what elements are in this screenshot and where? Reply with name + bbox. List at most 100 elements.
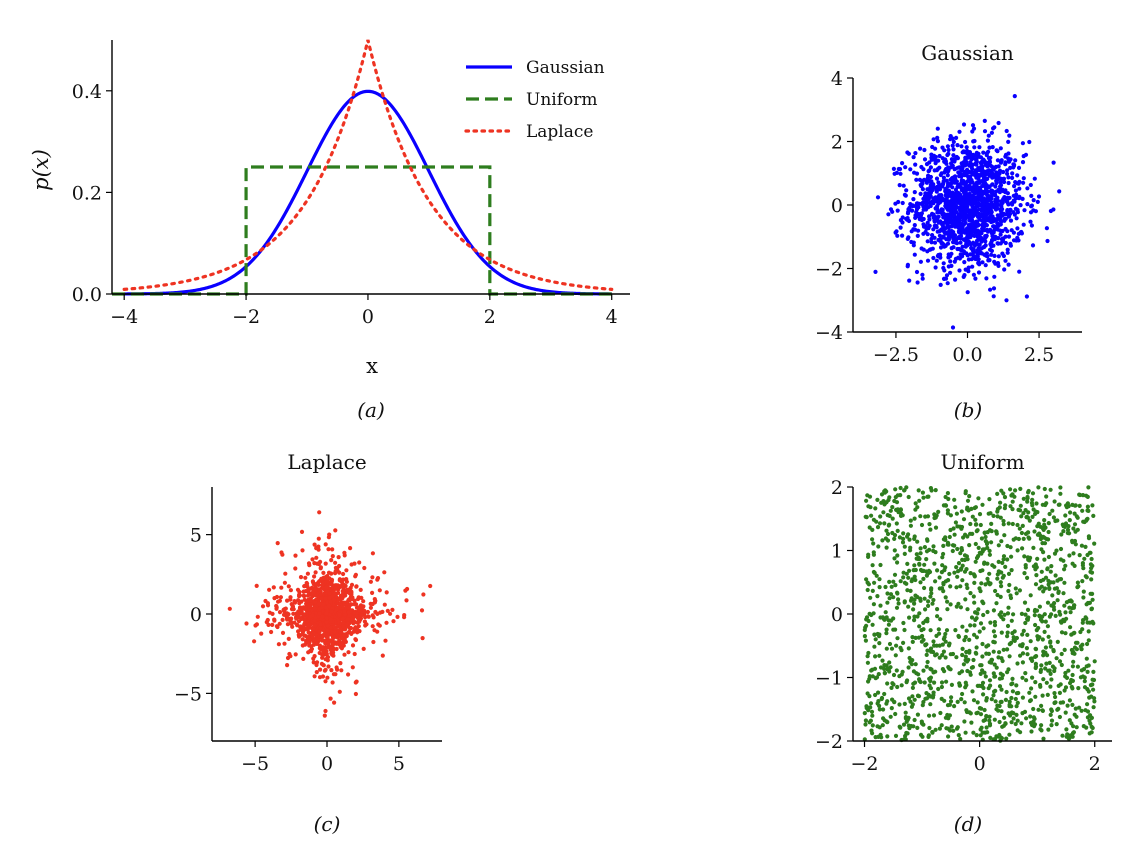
scatter-point [892, 536, 897, 542]
scatter-point [318, 589, 323, 594]
scatter-point [1085, 494, 1090, 499]
scatter-point [1029, 729, 1034, 734]
scatter-point [956, 255, 961, 260]
scatter-point [954, 604, 959, 609]
scatter-point [1083, 615, 1088, 620]
scatter-point [1021, 496, 1026, 501]
scatter-point [271, 585, 276, 590]
scatter-point [1034, 654, 1039, 659]
scatter-point [987, 548, 992, 554]
scatter-point [977, 586, 982, 591]
scatter-point [870, 588, 875, 594]
scatter-point [961, 517, 967, 522]
scatter-point [1012, 638, 1017, 644]
scatter-point [980, 654, 985, 659]
scatter-point [918, 146, 923, 151]
scatter-point [1079, 708, 1084, 713]
scatter-point [987, 552, 993, 557]
scatter-point [1018, 486, 1023, 491]
scatter-point [332, 592, 337, 597]
scatter-point [945, 491, 951, 496]
scatter-point [1059, 630, 1065, 635]
scatter-point [947, 702, 953, 707]
scatter-point [1000, 560, 1005, 566]
scatter-point [888, 207, 894, 212]
scatter-point [980, 641, 985, 647]
scatter-point [999, 488, 1004, 493]
scatter-point [999, 676, 1005, 681]
scatter-point [428, 583, 433, 589]
scatter-point [1067, 718, 1072, 723]
scatter-point [1033, 509, 1038, 514]
scatter-point [976, 231, 981, 236]
scatter-point [1035, 634, 1040, 639]
scatter-point [995, 227, 1000, 232]
scatter-point [894, 643, 899, 648]
scatter-point [991, 608, 997, 613]
scatter-point [925, 648, 930, 653]
scatter-point [906, 604, 911, 609]
scatter-point [913, 501, 918, 506]
scatter-point [312, 674, 317, 679]
scatter-point [990, 217, 995, 222]
scatter-point [320, 614, 325, 620]
y-tick-label: 0 [831, 195, 843, 217]
scatter-point [323, 561, 328, 566]
scatter-point [368, 605, 373, 610]
scatter-point [339, 646, 344, 651]
scatter-point [993, 207, 999, 212]
scatter-point [1002, 267, 1007, 272]
scatter-point [1001, 253, 1007, 259]
scatter-point [958, 252, 963, 257]
scatter-point [1020, 546, 1025, 551]
scatter-point [885, 681, 890, 686]
scatter-point [293, 566, 298, 571]
scatter-point [899, 683, 904, 688]
scatter-point [966, 265, 971, 270]
scatter-point [901, 640, 906, 646]
y-tick-label: 0 [190, 604, 202, 626]
scatter-point [931, 544, 936, 549]
scatter-point [993, 184, 998, 189]
scatter-point [881, 707, 886, 712]
scatter-point [877, 585, 882, 590]
scatter-point [898, 225, 903, 230]
scatter-point [285, 622, 290, 627]
scatter-point [1072, 651, 1077, 656]
scatter-point [330, 554, 335, 559]
scatter-point [998, 580, 1003, 585]
scatter-point [329, 558, 334, 563]
scatter-point [895, 636, 900, 641]
scatter-point [326, 570, 332, 575]
scatter-point [1034, 501, 1039, 506]
scatter-point [302, 613, 307, 618]
scatter-point [283, 571, 288, 576]
scatter-point [353, 691, 358, 697]
scatter-point [405, 586, 410, 592]
scatter-point [921, 576, 926, 582]
scatter-point [920, 276, 925, 281]
scatter-point [1074, 714, 1079, 719]
scatter-point [902, 488, 907, 493]
scatter-point [901, 620, 906, 626]
scatter-point [998, 215, 1003, 220]
scatter-point [955, 143, 960, 148]
scatter-point [877, 577, 882, 582]
scatter-point [1062, 603, 1067, 608]
scatter-point [1030, 675, 1035, 680]
scatter-point [992, 227, 997, 232]
scatter-point [312, 618, 317, 623]
scatter-point [1042, 486, 1047, 492]
scatter-point [894, 668, 899, 673]
scatter-point [358, 587, 363, 593]
scatter-point [1081, 595, 1086, 600]
scatter-point [995, 261, 1001, 266]
scatter-point [935, 607, 940, 612]
scatter-point [900, 540, 906, 545]
scatter-point [929, 586, 934, 591]
scatter-point [913, 567, 918, 573]
scatter-point [1092, 541, 1097, 546]
x-tick-label: −2 [232, 306, 260, 328]
scatter-point [863, 638, 869, 643]
scatter-point [925, 220, 930, 225]
